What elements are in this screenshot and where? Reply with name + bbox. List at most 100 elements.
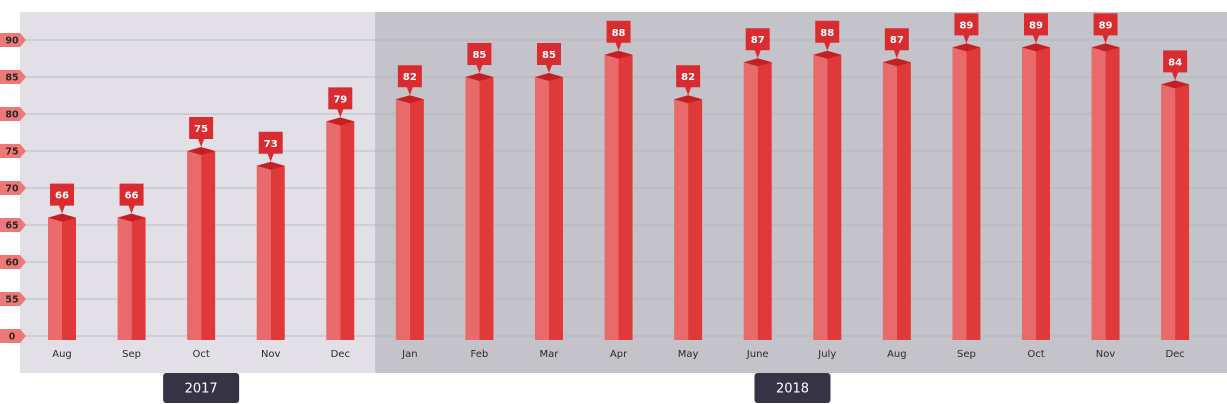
bar-front: [952, 47, 967, 341]
bar-side: [1035, 47, 1050, 341]
group-label-box: [754, 373, 831, 403]
bar-side: [62, 217, 76, 340]
x-tick-label: Sep: [957, 349, 976, 360]
value-label-box: [1093, 13, 1118, 44]
bar-top: [465, 73, 494, 81]
bar-side: [340, 121, 355, 341]
y-tick-flag: [0, 107, 26, 121]
x-tick-label: May: [678, 349, 699, 360]
bar-front: [813, 54, 828, 341]
bar-side: [270, 165, 285, 340]
value-label-box: [954, 13, 979, 44]
bar-side: [966, 47, 981, 341]
bar-front: [604, 54, 619, 341]
bar-front: [117, 217, 132, 340]
bar-front: [1091, 47, 1106, 341]
x-tick-label: Aug: [887, 349, 907, 360]
y-tick-label: 90: [5, 36, 19, 47]
bar-top: [813, 50, 842, 59]
value-label-box: [745, 28, 770, 59]
bar-top: [534, 73, 563, 81]
x-tick-label: Dec: [1165, 349, 1184, 360]
bar-top: [1161, 80, 1190, 89]
value-label: 85: [542, 50, 556, 61]
bar-front: [326, 121, 341, 341]
bar-front: [743, 62, 758, 340]
bar-front: [395, 99, 410, 340]
value-label: 79: [333, 94, 347, 105]
value-label: 75: [194, 124, 208, 135]
y-tick-flag: [0, 70, 26, 84]
bar-top: [674, 95, 703, 104]
y-tick-label: 70: [5, 184, 19, 195]
value-label: 85: [472, 50, 486, 61]
value-label: 73: [264, 139, 278, 150]
y-tick-flag: [0, 33, 26, 47]
x-tick-label: Sep: [122, 349, 141, 360]
y-tick-label: 80: [5, 110, 19, 121]
value-label: 66: [55, 191, 69, 202]
value-label-box: [606, 20, 631, 51]
y-tick-label: 65: [5, 221, 18, 232]
bar-top: [1021, 43, 1050, 52]
y-tick-label: 0: [9, 332, 16, 343]
x-tick-label: July: [817, 349, 836, 360]
bar-side: [131, 217, 146, 340]
bar-top: [395, 95, 424, 104]
x-tick-label: Aug: [52, 349, 72, 360]
bar-top: [743, 58, 772, 67]
y-tick-flag: [0, 329, 26, 343]
bar-side: [1105, 47, 1120, 341]
group-background: [375, 12, 1227, 373]
value-label-box: [884, 28, 909, 59]
value-label-box: [1023, 13, 1048, 44]
bar-top: [604, 50, 633, 59]
bar-front: [1021, 47, 1036, 341]
bar-side: [479, 77, 494, 340]
x-tick-label: Oct: [1027, 349, 1044, 360]
value-label: 84: [1168, 57, 1182, 68]
bar-side: [896, 62, 911, 340]
bar-top: [882, 58, 911, 67]
value-label: 82: [681, 72, 695, 83]
y-tick-flag: [0, 181, 26, 195]
value-label: 89: [959, 20, 973, 31]
bar-side: [1175, 84, 1190, 341]
value-label-box: [258, 131, 283, 162]
value-label: 88: [820, 28, 834, 39]
x-tick-label: June: [746, 349, 769, 360]
bar-side: [827, 54, 842, 341]
y-tick-flag: [0, 292, 26, 306]
bar-front: [1161, 84, 1176, 341]
x-tick-label: Mar: [540, 349, 560, 360]
value-label: 87: [890, 35, 904, 46]
value-label: 82: [403, 72, 417, 83]
value-label-box: [397, 65, 422, 96]
value-label-box: [536, 43, 561, 73]
group-label: 2018: [776, 382, 809, 397]
y-tick-label: 60: [5, 258, 19, 269]
bar-front: [187, 151, 202, 340]
value-label-box: [189, 117, 214, 147]
x-tick-label: Oct: [192, 349, 209, 360]
x-tick-label: Nov: [1096, 349, 1116, 360]
bar-top: [256, 161, 285, 170]
value-label-box: [467, 43, 492, 73]
bar-side: [548, 77, 563, 340]
bar-side: [618, 54, 633, 341]
y-tick-flag: [0, 144, 26, 158]
value-label-box: [50, 183, 74, 214]
bar-front: [534, 77, 549, 340]
x-tick-label: Jan: [401, 349, 417, 360]
bar-side: [201, 151, 216, 340]
bar-top: [48, 213, 76, 222]
y-tick-label: 55: [5, 295, 18, 306]
bar-top: [326, 117, 355, 126]
value-label-box: [328, 87, 353, 118]
bar-front: [48, 217, 62, 340]
x-tick-label: Nov: [261, 349, 281, 360]
bar-front: [465, 77, 480, 340]
value-label: 89: [1029, 20, 1043, 31]
value-label: 88: [612, 28, 626, 39]
